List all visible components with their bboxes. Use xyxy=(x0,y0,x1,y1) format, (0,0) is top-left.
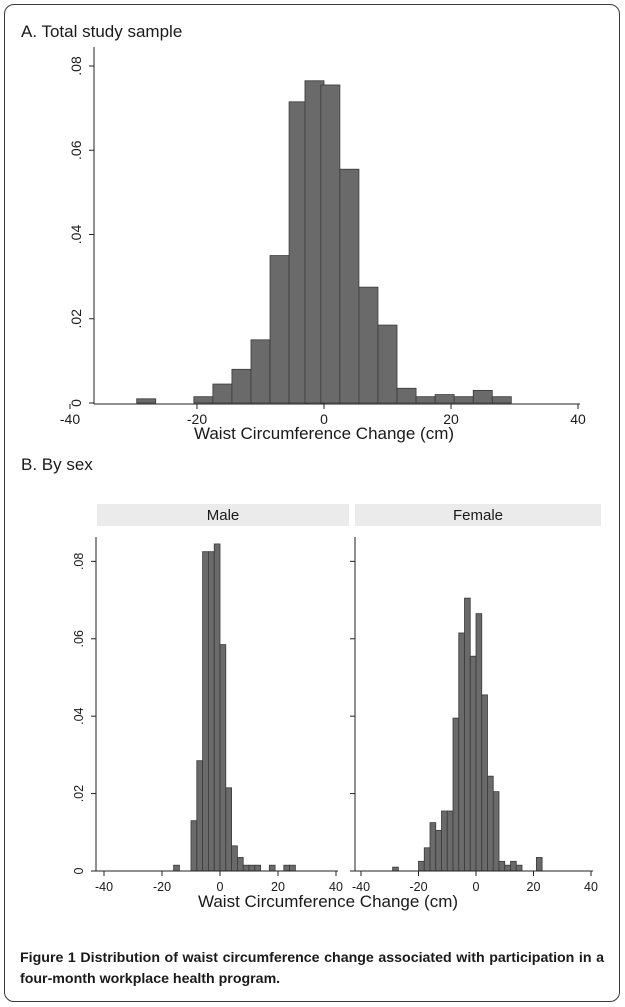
panel-a-bar xyxy=(231,368,252,404)
panel-b-female-bar xyxy=(535,857,543,872)
panel-b-male-x-tick-label: 0 xyxy=(217,880,224,894)
panel-a-bar xyxy=(472,389,493,404)
panel-b-female-bar xyxy=(429,822,437,872)
panel-b-female-bar xyxy=(418,860,425,872)
figure-caption: Figure 1 Distribution of waist circumfer… xyxy=(20,948,604,990)
panel-a-bar xyxy=(250,339,271,404)
panel-b-female-bar xyxy=(441,810,448,872)
facet-label-female: Female xyxy=(453,507,503,524)
panel-a-title: A. Total study sample xyxy=(21,22,183,41)
panel-b-male-bar xyxy=(289,864,296,872)
panel-b-male-bar xyxy=(248,864,256,872)
panel-a-bar xyxy=(434,394,455,404)
panel-a-bar xyxy=(269,255,290,404)
panel-b-male-bar xyxy=(268,864,276,872)
panel-b-female-bar xyxy=(498,860,506,872)
panel-b-male-x-tick-label: -40 xyxy=(95,880,113,894)
panel-b-female-x-tick-label: 40 xyxy=(584,880,598,894)
panel-b-male-y-tick-label: 0 xyxy=(72,867,86,874)
panel-a-chart: -40 -20 0 20 40 0 .02 .04 .06 .08 xyxy=(60,47,586,427)
histogram-total: -40 -20 0 20 40 0 .02 .04 .06 .08 Waist Circumfere… xyxy=(60,47,586,443)
panel-b-male-x-tick-label: 40 xyxy=(329,880,343,894)
panel-b-female-bar xyxy=(423,847,431,872)
panel-b-female-bar xyxy=(392,866,399,872)
panel-b-female-x-tick-label: 0 xyxy=(473,880,480,894)
panel-b-female-bar xyxy=(504,864,511,872)
panel-b-male-bar xyxy=(254,864,262,872)
panel-a-x-tick-label: 20 xyxy=(443,411,459,427)
panel-a-y-tick-label: .02 xyxy=(68,309,84,329)
panel-b-male-y-tick-label: .02 xyxy=(72,785,86,802)
panel-b-male-bar xyxy=(207,551,215,872)
panel-b-male-bar xyxy=(283,864,290,872)
panel-b-plot-area: Male Female -40 -20 0 20 40 0 .02 .04 .06 .08 -40 -20… xyxy=(25,481,603,936)
panel-b-female-x-tick-label: 20 xyxy=(527,880,541,894)
panel-b-male-bar xyxy=(196,760,204,872)
panel-a-bar xyxy=(339,168,360,404)
panel-b-female-chart: -40 -20 0 20 40 xyxy=(350,537,598,894)
panel-a-bar xyxy=(491,396,512,404)
panel-b-male-x-tick-label: 20 xyxy=(271,880,285,894)
panel-a-bar xyxy=(415,396,436,404)
panel-a-x-tick-label: -40 xyxy=(60,411,80,427)
panel-b-male-y-tick-label: .04 xyxy=(72,707,86,724)
panel-b-female-bar xyxy=(446,810,454,872)
facet-strip-female xyxy=(355,504,601,526)
panel-b-x-axis-title: Waist Circumference Change (cm) xyxy=(198,892,458,911)
panel-a-x-tick-label: -20 xyxy=(187,411,207,427)
facet-label-male: Male xyxy=(207,507,240,524)
panel-b-male-bar xyxy=(190,820,198,872)
panel-b-male-y-tick-label: .08 xyxy=(72,553,86,570)
panel-b-female-bar xyxy=(435,829,442,872)
panel-a-bar xyxy=(193,396,214,404)
panel-b-female-bar xyxy=(515,864,523,872)
panel-a-plot-area: -40 -20 0 20 40 0 .02 .04 .06 .08 Waist Circumfere… xyxy=(25,47,603,443)
panel-a-bar xyxy=(136,398,157,404)
panel-b-female-bar xyxy=(458,632,465,872)
caption-label: Figure 1 xyxy=(20,950,76,966)
panel-b-female-bar xyxy=(481,694,488,872)
panel-b-male-bar xyxy=(236,857,244,872)
panel-a-bar xyxy=(396,387,417,404)
panel-b-female-bar xyxy=(475,613,483,872)
panel-b-title: B. By sex xyxy=(21,455,93,474)
figure-frame xyxy=(4,4,620,1002)
panel-a-bar xyxy=(358,286,379,404)
panel-b-female-bar xyxy=(452,717,460,872)
panel-a-x-tick-label: 40 xyxy=(570,411,586,427)
histogram-by-sex: Male Female -40 -20 0 20 40 0 .02 .04 .06 .08 -40 -20… xyxy=(72,504,601,911)
panel-a-bar xyxy=(320,84,341,404)
panel-b-male-bar xyxy=(231,845,238,872)
panel-b-male-bar xyxy=(242,864,250,872)
panel-b-female-bar xyxy=(510,860,517,872)
panel-b-male-bar xyxy=(225,787,233,872)
panel-b-female-x-tick-label: -40 xyxy=(352,880,370,894)
panel-b-female-bar xyxy=(469,655,477,872)
panel-b-female-bar xyxy=(487,775,494,872)
caption-text: Distribution of waist circumference chan… xyxy=(20,950,604,987)
panel-b-male-bar xyxy=(213,543,221,872)
panel-a-y-tick-label: .06 xyxy=(68,140,84,160)
panel-a-y-tick-label: .08 xyxy=(68,56,84,76)
facet-strip-male xyxy=(97,504,349,526)
panel-b-male-y-tick-label: .06 xyxy=(72,630,86,647)
panel-b-male-bar xyxy=(219,644,227,872)
panel-a-bar xyxy=(453,396,474,404)
panel-b-female-bar xyxy=(492,791,500,872)
panel-b-male-x-tick-label: -20 xyxy=(153,880,171,894)
panel-b-male-bar xyxy=(173,864,180,872)
panel-b-male-chart: -40 -20 0 20 40 0 .02 .04 .06 .08 xyxy=(72,537,343,894)
panel-b-male-bar xyxy=(202,551,209,872)
panel-a-y-tick-label: 0 xyxy=(68,399,84,407)
panel-a-bar xyxy=(377,324,398,404)
panel-a-y-tick-label: .04 xyxy=(68,225,84,245)
panel-a-x-axis-title: Waist Circumference Change (cm) xyxy=(194,424,454,443)
panel-a-bar xyxy=(212,383,233,404)
panel-b-female-x-tick-label: -20 xyxy=(409,880,427,894)
panel-a-x-tick-label: 0 xyxy=(320,411,328,427)
panel-b-female-bar xyxy=(464,597,471,872)
